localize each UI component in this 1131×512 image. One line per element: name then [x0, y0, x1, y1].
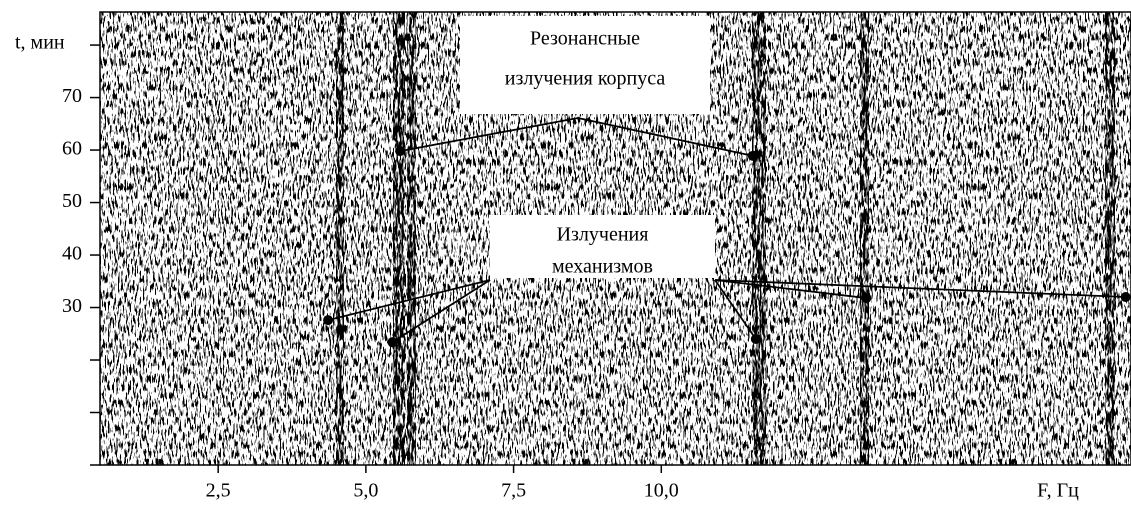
- leader-line: [391, 279, 491, 343]
- x-axis-label: F, Гц: [1037, 480, 1079, 502]
- annotation-text: Излучения: [557, 224, 649, 246]
- y-tick-label: 40: [62, 243, 82, 265]
- y-tick-label: 70: [62, 85, 82, 107]
- y-axis-label: t, мин: [15, 32, 65, 54]
- annotation-text: излучения корпуса: [505, 68, 666, 90]
- annotation-point: [861, 293, 872, 304]
- annotation-text: механизмов: [552, 256, 653, 278]
- annotation-point: [395, 146, 406, 157]
- y-tick-label: 50: [62, 190, 82, 212]
- x-tick-label: 5,0: [353, 480, 378, 502]
- annotation-point: [750, 334, 761, 345]
- leader-line: [714, 279, 1126, 298]
- leader-line: [714, 279, 757, 340]
- x-tick-label: 2,5: [206, 480, 231, 502]
- annotation-text: Резонансные: [530, 28, 640, 50]
- leader-line: [327, 279, 491, 321]
- annotation: Резонансные излучения корпуса: [395, 16, 758, 161]
- annotation-point: [323, 315, 334, 326]
- annotation-point: [1120, 292, 1131, 303]
- y-tick-label: 60: [62, 138, 82, 160]
- annotation-point: [387, 337, 398, 348]
- annotation: Излучения механизмов: [323, 215, 1131, 348]
- leader-line: [399, 117, 579, 152]
- leader-line: [577, 117, 754, 157]
- x-tick-label: 10,0: [644, 480, 679, 502]
- x-tick-label: 7,5: [501, 480, 526, 502]
- label-box: [460, 16, 710, 114]
- leader-line: [714, 279, 867, 299]
- annotation-point: [747, 150, 758, 161]
- y-tick-label: 30: [62, 295, 82, 317]
- label-box: [490, 215, 715, 278]
